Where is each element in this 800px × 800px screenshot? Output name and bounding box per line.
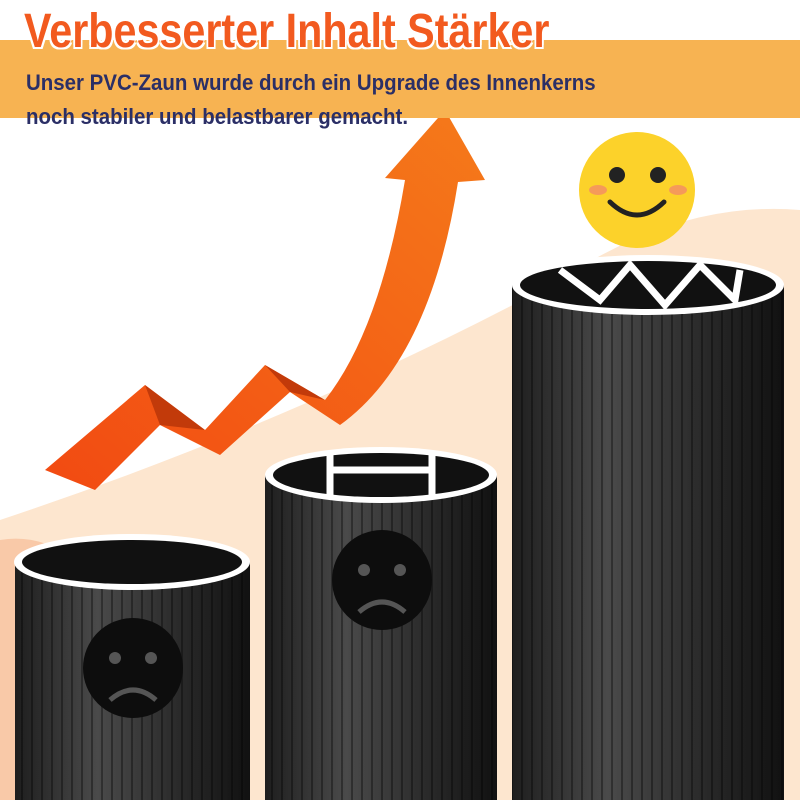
subtitle: Unser PVC-Zaun wurde durch ein Upgrade d…	[26, 66, 596, 134]
header-band	[0, 40, 800, 118]
upward-arrow-icon	[45, 110, 485, 490]
large-post	[512, 255, 784, 800]
subtitle-line-1: Unser PVC-Zaun wurde durch ein Upgrade d…	[26, 70, 596, 95]
medium-post	[265, 447, 497, 800]
page-title: Verbesserter Inhalt Stärker	[24, 5, 550, 58]
subtitle-line-2: noch stabiler und belastbarer gemacht.	[26, 104, 409, 129]
sad-face-icon	[83, 618, 183, 718]
happy-face-icon	[579, 132, 695, 248]
sad-face-icon	[332, 530, 432, 630]
small-post	[14, 534, 250, 800]
